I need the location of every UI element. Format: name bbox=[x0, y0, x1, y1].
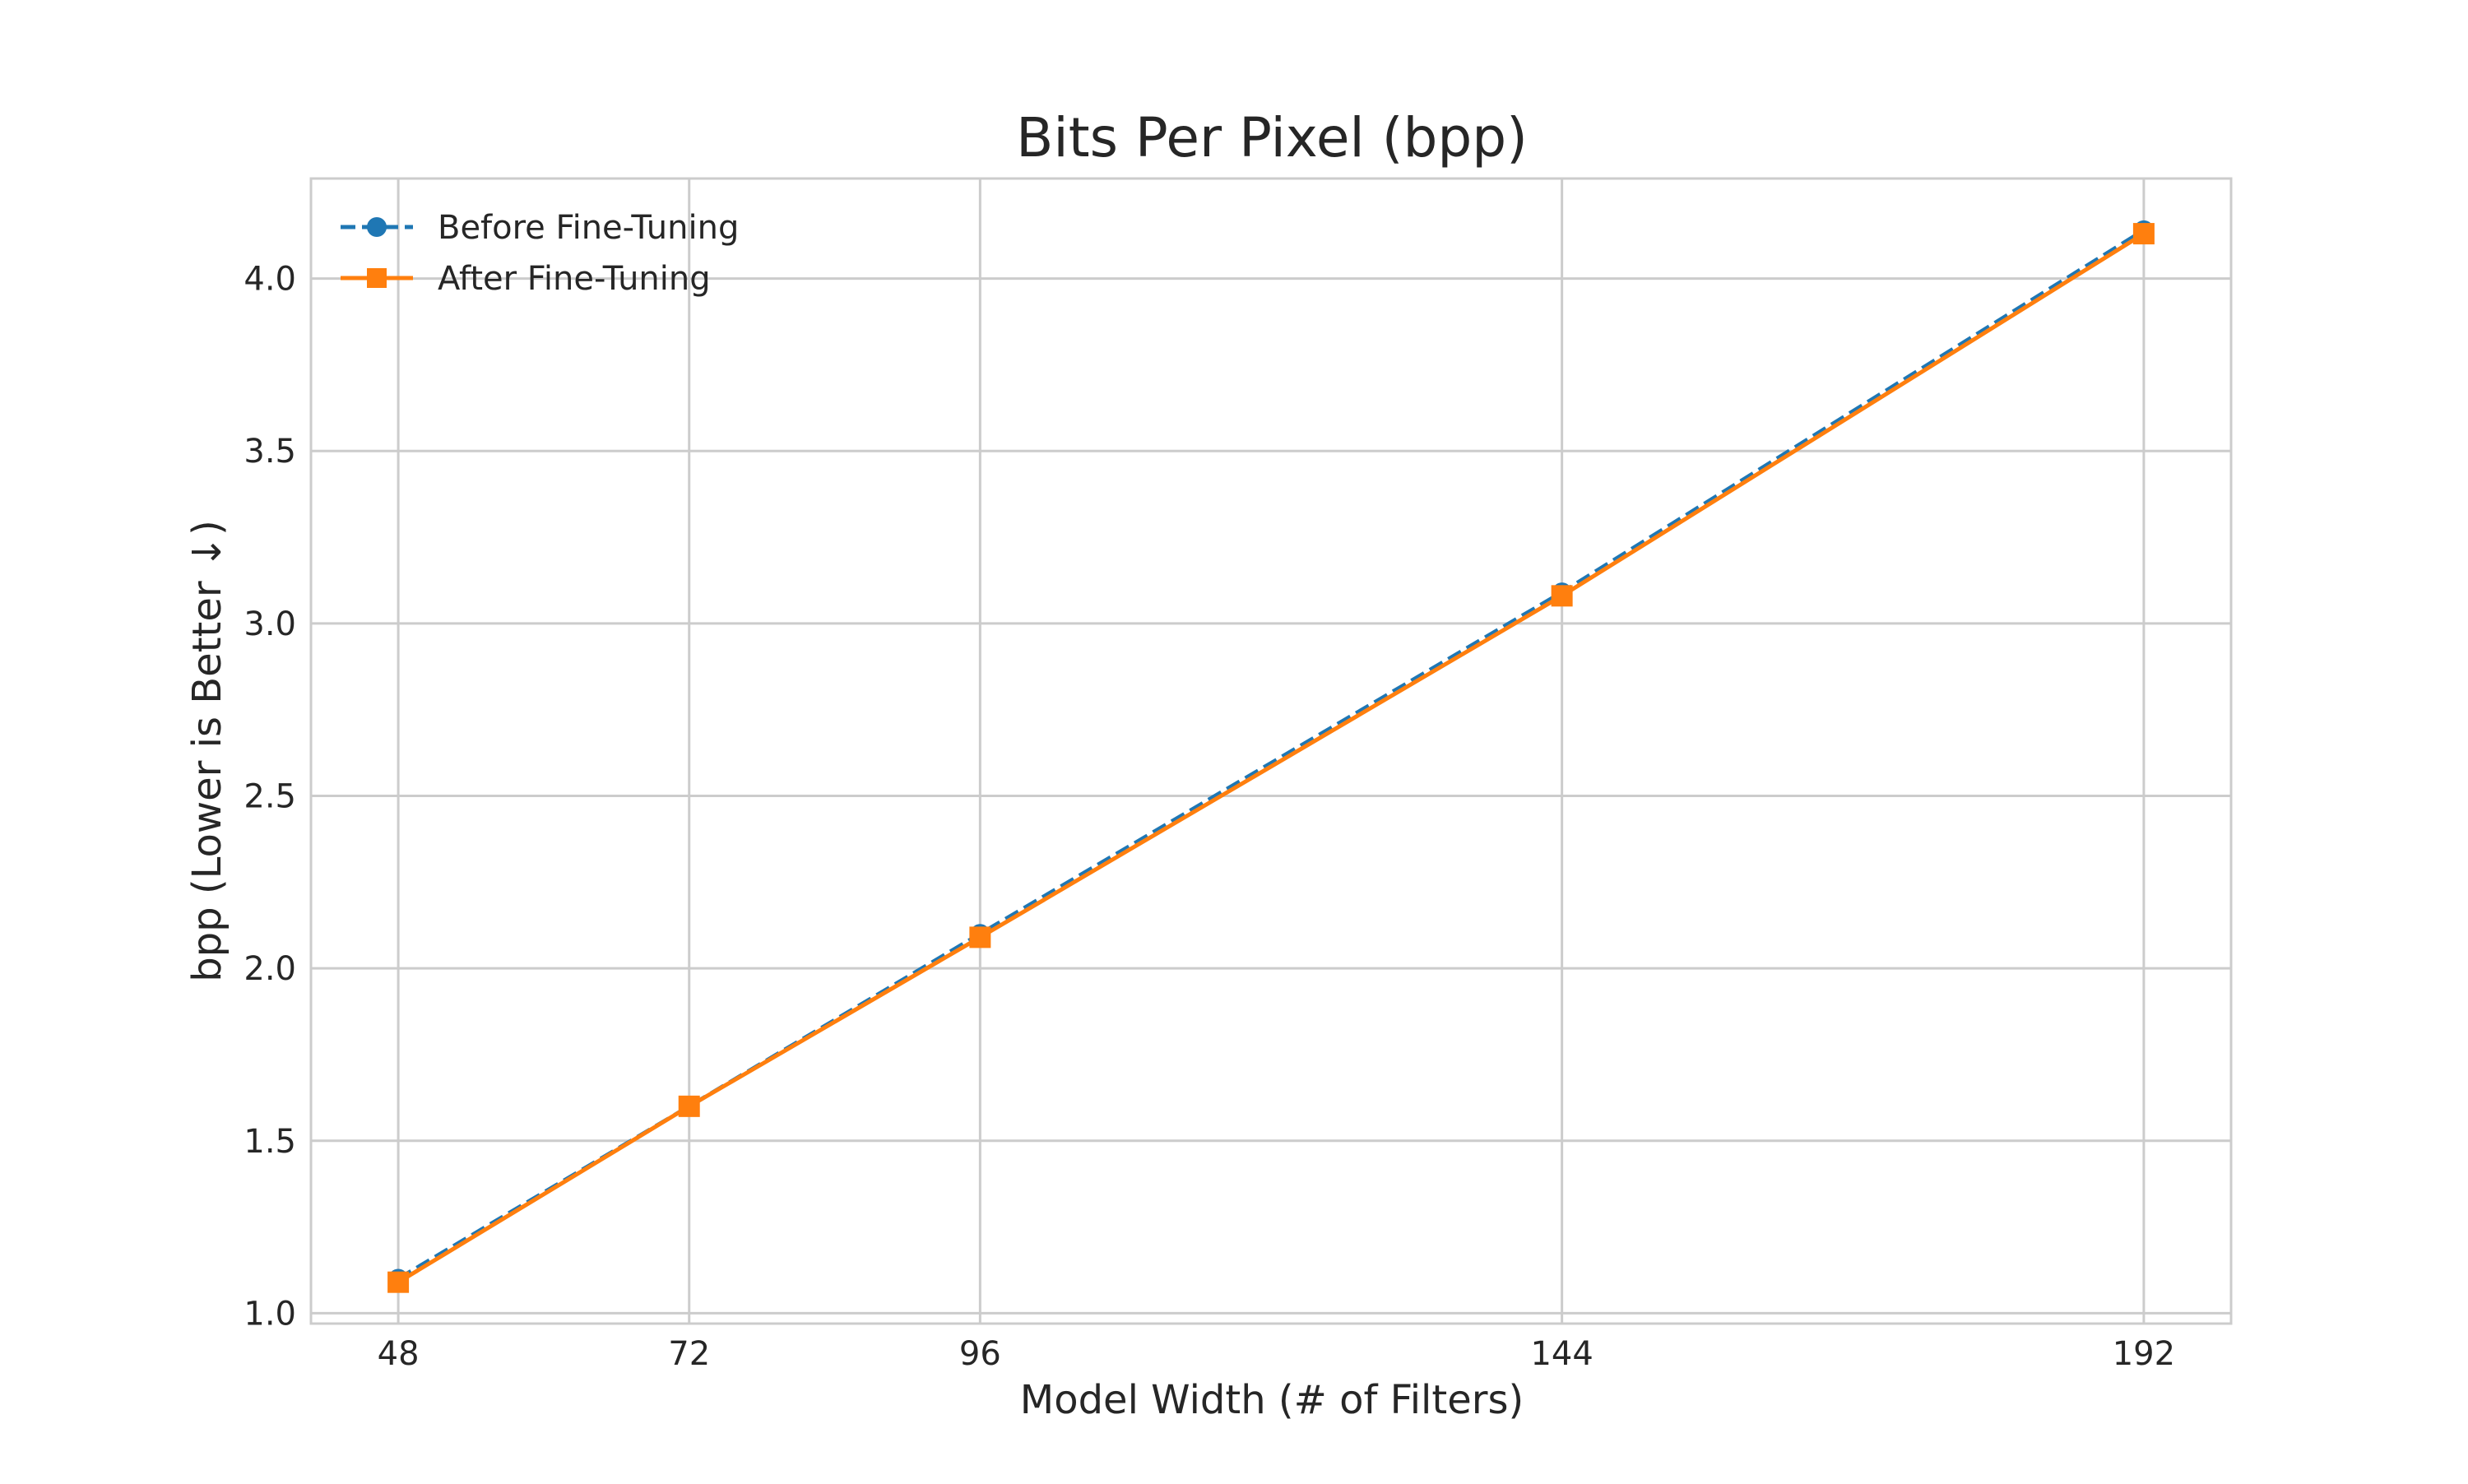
series-layer bbox=[387, 220, 2155, 1293]
point-marker-after bbox=[1551, 585, 1573, 607]
x-tick-label: 96 bbox=[959, 1335, 1001, 1373]
x-tick-label: 48 bbox=[378, 1335, 420, 1373]
x-tick-label: 72 bbox=[668, 1335, 710, 1373]
y-tick-label: 4.0 bbox=[244, 261, 296, 299]
x-tick-label: 144 bbox=[1530, 1335, 1593, 1373]
legend-entry-after: After Fine-Tuning bbox=[341, 260, 711, 298]
legend-entry-before: Before Fine-Tuning bbox=[341, 209, 739, 247]
grid-lines bbox=[311, 179, 2231, 1324]
legend-square-marker-icon bbox=[367, 268, 387, 288]
plot-area-frame bbox=[309, 177, 2233, 1325]
y-tick-label: 3.0 bbox=[244, 605, 296, 643]
x-tick-label: 192 bbox=[2113, 1335, 2175, 1373]
legend-label-before: Before Fine-Tuning bbox=[438, 209, 739, 247]
point-marker-after bbox=[387, 1271, 410, 1293]
y-tick-label: 3.5 bbox=[244, 433, 296, 471]
y-axis-ticks: 1.0 1.5 2.0 2.5 3.0 3.5 4.0 bbox=[244, 261, 296, 1333]
legend-label-after: After Fine-Tuning bbox=[438, 260, 711, 298]
x-axis-label: Model Width (# of Filters) bbox=[1020, 1377, 1524, 1423]
y-tick-label: 1.5 bbox=[244, 1123, 296, 1161]
chart-legend: Before Fine-Tuning After Fine-Tuning bbox=[341, 209, 739, 298]
legend-circle-marker-icon bbox=[367, 217, 387, 237]
point-marker-after bbox=[2132, 223, 2155, 245]
y-tick-label: 2.5 bbox=[244, 778, 296, 816]
y-axis-label: bpp (Lower is Better ↓) bbox=[184, 520, 230, 982]
chart-title: Bits Per Pixel (bpp) bbox=[1016, 106, 1528, 169]
y-tick-label: 2.0 bbox=[244, 950, 296, 988]
point-marker-after bbox=[678, 1095, 700, 1117]
x-axis-ticks: 48 72 96 144 192 bbox=[378, 1335, 2175, 1373]
y-tick-label: 1.0 bbox=[244, 1295, 296, 1333]
point-marker-after bbox=[969, 926, 991, 948]
